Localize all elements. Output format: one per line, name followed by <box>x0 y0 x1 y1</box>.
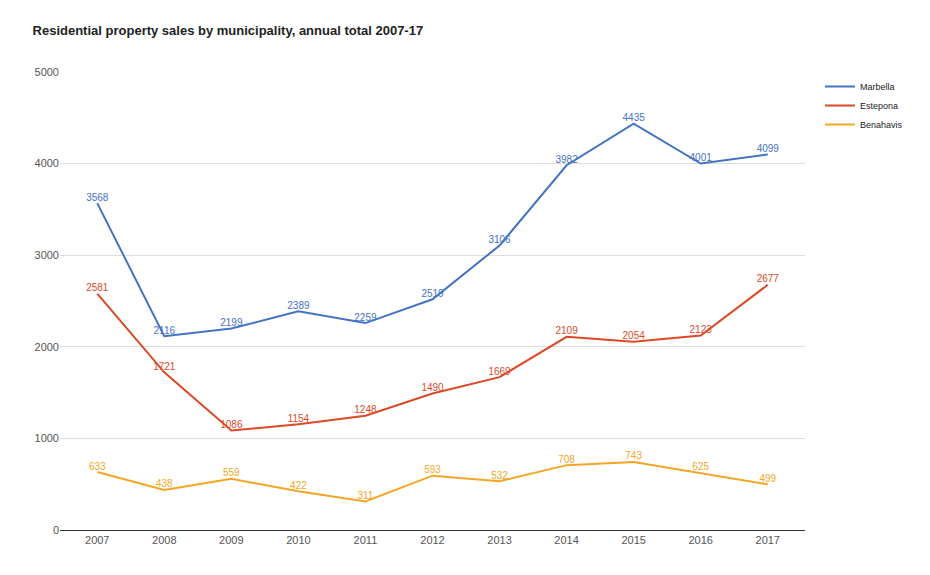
svg-text:2054: 2054 <box>623 330 646 341</box>
svg-text:2389: 2389 <box>287 300 310 311</box>
svg-text:2199: 2199 <box>220 317 243 328</box>
svg-text:1248: 1248 <box>354 404 377 415</box>
svg-text:Residential property sales by: Residential property sales by municipali… <box>33 23 424 38</box>
svg-text:1669: 1669 <box>488 366 511 377</box>
svg-text:2016: 2016 <box>688 534 712 546</box>
svg-text:422: 422 <box>290 480 307 491</box>
svg-text:532: 532 <box>491 470 508 481</box>
svg-text:2000: 2000 <box>35 341 59 353</box>
svg-text:Estepona: Estepona <box>860 101 898 111</box>
svg-text:2012: 2012 <box>420 534 444 546</box>
svg-text:2014: 2014 <box>554 534 578 546</box>
svg-text:311: 311 <box>357 490 373 501</box>
svg-text:2123: 2123 <box>690 324 713 335</box>
svg-text:2013: 2013 <box>487 534 511 546</box>
svg-text:1086: 1086 <box>220 419 243 430</box>
svg-text:1154: 1154 <box>288 413 310 424</box>
svg-text:0: 0 <box>53 524 59 536</box>
svg-text:2519: 2519 <box>421 288 444 299</box>
svg-text:2677: 2677 <box>757 273 780 284</box>
svg-text:2259: 2259 <box>354 312 377 323</box>
svg-text:Marbella: Marbella <box>860 82 895 92</box>
svg-text:2109: 2109 <box>555 325 578 336</box>
svg-text:2010: 2010 <box>286 534 310 546</box>
svg-text:1721: 1721 <box>153 361 176 372</box>
svg-text:438: 438 <box>156 478 173 489</box>
svg-text:559: 559 <box>223 467 240 478</box>
svg-text:708: 708 <box>558 454 575 465</box>
svg-text:3000: 3000 <box>35 249 59 261</box>
svg-text:593: 593 <box>424 464 441 475</box>
svg-text:2116: 2116 <box>154 325 176 336</box>
svg-text:4000: 4000 <box>35 157 59 169</box>
svg-text:2017: 2017 <box>756 534 780 546</box>
svg-text:1000: 1000 <box>35 432 59 444</box>
svg-text:4001: 4001 <box>690 152 713 163</box>
svg-text:4435: 4435 <box>623 112 646 123</box>
svg-text:743: 743 <box>625 450 642 461</box>
svg-text:3982: 3982 <box>555 154 578 165</box>
svg-text:2008: 2008 <box>152 534 176 546</box>
svg-text:2581: 2581 <box>86 282 109 293</box>
svg-text:2015: 2015 <box>621 534 645 546</box>
svg-text:5000: 5000 <box>35 66 59 78</box>
svg-text:2009: 2009 <box>219 534 243 546</box>
svg-text:633: 633 <box>89 461 106 472</box>
svg-text:2011: 2011 <box>354 534 378 546</box>
svg-text:3568: 3568 <box>86 192 109 203</box>
svg-text:4099: 4099 <box>757 143 780 154</box>
svg-text:Benahavis: Benahavis <box>860 120 903 130</box>
svg-text:499: 499 <box>759 473 776 484</box>
svg-text:625: 625 <box>692 461 709 472</box>
svg-text:2007: 2007 <box>85 534 109 546</box>
svg-text:3106: 3106 <box>488 234 511 245</box>
svg-text:1490: 1490 <box>421 382 444 393</box>
